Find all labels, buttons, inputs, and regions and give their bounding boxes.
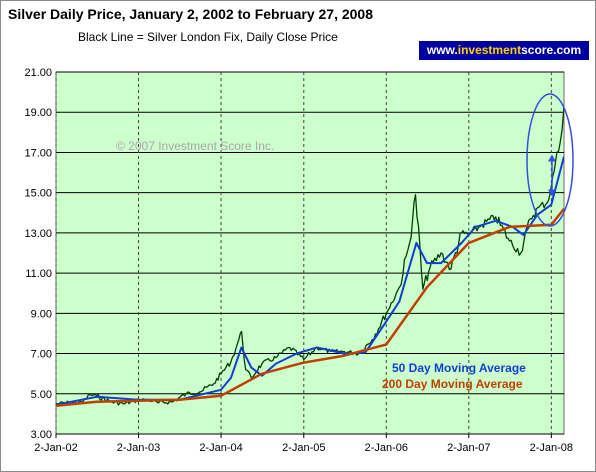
x-tick-label: 2-Jan-05: [282, 442, 325, 454]
site-highlight: investment: [457, 43, 522, 57]
arrow-up-icon: [548, 154, 556, 162]
highlight-ellipse: [526, 93, 574, 227]
y-tick-label: 3.00: [31, 429, 52, 441]
series-ma200-line: [56, 208, 564, 408]
y-tick-label: 15.00: [24, 188, 52, 200]
x-axis: 2-Jan-02 2-Jan-03 2-Jan-04 2-Jan-05 2-Jan-06…: [34, 434, 573, 454]
legend-ma200: 200 Day Moving Average: [382, 377, 523, 391]
series-group: [56, 106, 564, 408]
site-suffix: score.com: [521, 43, 582, 57]
copyright-watermark: © 2007 Investment Score Inc.: [116, 139, 274, 153]
chart-title: Silver Daily Price, January 2, 2002 to F…: [8, 6, 373, 22]
y-tick-label: 7.00: [31, 349, 52, 361]
arrow-down-icon: [548, 189, 556, 197]
y-tick-label: 19.00: [24, 107, 52, 119]
y-tick-label: 13.00: [24, 228, 52, 240]
plot-area: [55, 71, 565, 435]
x-tick-label: 2-Jan-07: [447, 442, 490, 454]
y-tick-label: 11.00: [25, 268, 52, 280]
series-ma50-line: [56, 156, 564, 406]
x-tick-label: 2-Jan-02: [34, 442, 77, 454]
y-axis: 3.00 5.00 7.00 9.00 11.00 13.00 15.00 17.00 19.0…: [24, 67, 52, 441]
legend-ma50: 50 Day Moving Average: [392, 361, 526, 375]
y-tick-label: 17.00: [24, 147, 52, 159]
y-tick-label: 5.00: [31, 389, 52, 401]
y-tick-label: 9.00: [31, 308, 52, 320]
highlight-annotation: [526, 93, 574, 227]
site-badge[interactable]: www.investmentscore.com: [419, 41, 589, 60]
y-tick-label: 21.00: [24, 67, 52, 79]
grid: [55, 71, 564, 435]
chart-subtitle: Black Line = Silver London Fix, Daily Cl…: [78, 30, 338, 44]
x-tick-label: 2-Jan-06: [365, 442, 408, 454]
x-tick-label: 2-Jan-08: [530, 442, 573, 454]
x-tick-label: 2-Jan-03: [117, 442, 160, 454]
site-prefix: www.: [426, 43, 458, 57]
x-tick-label: 2-Jan-04: [199, 442, 242, 454]
